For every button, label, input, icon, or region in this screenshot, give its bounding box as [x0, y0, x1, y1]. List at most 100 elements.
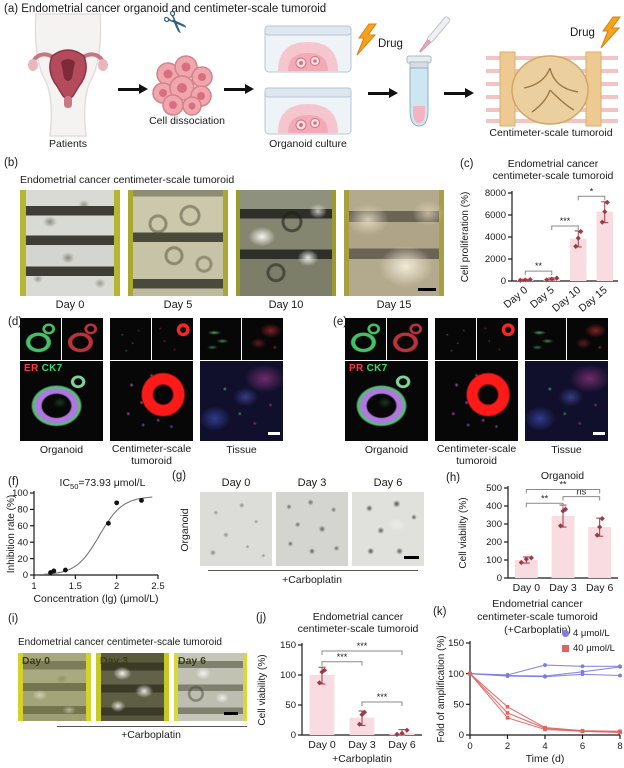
svg-text:0: 0 [459, 730, 464, 741]
panel-i-title: Endometrial cancer centimeter-scale tumo… [18, 637, 222, 648]
svg-text:100: 100 [280, 670, 296, 681]
panel-c-title: Endometrial cancer centimeter-scale tumo… [492, 158, 614, 182]
patients-uterus-icon [28, 13, 108, 137]
svg-text:2: 2 [505, 741, 510, 752]
day-overlay: Day 3 [100, 655, 129, 667]
tumoroid-image-day5 [128, 190, 228, 296]
arrow-icon [444, 88, 474, 98]
chart-tumoroid-viability: 0 50 100 150 Cell viability (%) +Carboplatin D… [257, 640, 422, 765]
panel-j-title: Endometrial cancer centimeter-scale tumo… [297, 611, 419, 635]
svg-text:Day 3: Day 3 [549, 582, 577, 594]
panel-c-label: (c) [460, 158, 474, 170]
day-label: Day 5 [163, 299, 193, 311]
panel-k-title: Endometrial cancer centimeter-scale tumo… [477, 598, 598, 636]
er-label: ER [24, 363, 39, 374]
panel-i-label: (i) [8, 613, 19, 625]
arrow-icon [368, 88, 398, 98]
tumoroid-image-day15 [344, 190, 444, 296]
caption-tissue: Tissue [226, 444, 257, 456]
svg-text:8000: 8000 [485, 188, 506, 199]
svg-text:0: 0 [497, 573, 502, 584]
svg-text:***: *** [377, 692, 388, 702]
svg-text:Day 15: Day 15 [576, 284, 609, 315]
svg-text:100: 100 [448, 669, 464, 680]
svg-text:0: 0 [467, 741, 472, 752]
day-overlay: Day 6 [178, 655, 207, 667]
svg-text:150: 150 [280, 640, 296, 651]
culture-dish-icon [264, 25, 352, 73]
organoid-image-day3 [276, 492, 348, 566]
panel-a-title: Endometrial cancer organoid and centimet… [21, 3, 327, 15]
panel-e-label: (e) [333, 316, 348, 328]
svg-text:0: 0 [23, 570, 28, 581]
svg-text:6: 6 [580, 741, 585, 752]
svg-text:Day 6: Day 6 [586, 582, 614, 594]
svg-text:**: ** [541, 493, 549, 503]
tumoroid-carboplatin-image-day3: Day 3 [96, 653, 169, 721]
scaffold-tumoroid-icon [486, 51, 618, 127]
chart-cell-proliferation: 0 2000 4000 6000 8000 Cell proliferation (%) D… [460, 186, 618, 315]
svg-text:ns: ns [577, 487, 587, 497]
svg-text:***: *** [560, 216, 571, 226]
scale-bar [593, 432, 605, 435]
svg-text:Day 3: Day 3 [348, 739, 376, 751]
drug-bolt-icon [600, 16, 621, 49]
marker-labels: PR CK7 [349, 363, 388, 374]
tube-icon [406, 55, 432, 127]
svg-text:40: 40 [17, 537, 28, 548]
scale-bar [224, 712, 238, 715]
tumoroid-carboplatin-image-day0: Day 0 [18, 653, 91, 721]
svg-text:150: 150 [448, 638, 464, 649]
fluorescence-organoid-ck7 [20, 318, 61, 360]
pr-label: PR [349, 363, 364, 374]
panel-b-title: Endometrial cancer centimeter-scale tumo… [20, 174, 235, 186]
organoid-image-day6 [352, 492, 424, 566]
treatment-line [208, 570, 418, 572]
svg-text:60: 60 [17, 521, 28, 532]
pipette-icon [411, 14, 453, 61]
organoid-image-day0 [200, 492, 272, 566]
svg-text:Time (d): Time (d) [526, 753, 565, 765]
fluorescence-organoid-ck7 [345, 318, 386, 360]
caption-tissue: Tissue [551, 444, 582, 456]
fluorescence-organoid-er [62, 318, 103, 360]
treatment-label: +Carboplatin [121, 729, 181, 741]
panel-b-label: (b) [4, 157, 19, 169]
svg-text:Day 0: Day 0 [308, 739, 336, 751]
scale-bar [268, 432, 280, 435]
svg-text:Cell viability (%): Cell viability (%) [458, 497, 469, 568]
fluorescence-tissue-pr [567, 318, 608, 360]
caption-tumoroid: Centimeter-scale tumoroid [111, 443, 192, 467]
svg-text:Inhibition rate (%): Inhibition rate (%) [6, 495, 17, 573]
svg-text:2.5: 2.5 [151, 581, 164, 592]
panel-a-label: (a) [4, 3, 19, 15]
svg-text:1: 1 [31, 581, 36, 592]
ck7-label: CK7 [41, 363, 63, 374]
arrow-icon [118, 84, 148, 94]
svg-text:0: 0 [501, 276, 506, 287]
svg-text:200: 200 [486, 537, 502, 548]
red-square-marker [562, 645, 569, 652]
svg-text:8: 8 [617, 741, 622, 752]
svg-text:Cell proliferation (%): Cell proliferation (%) [460, 192, 471, 283]
panel-k-label: (k) [433, 606, 447, 618]
fluorescence-tissue-merged [200, 361, 283, 441]
fluorescence-tumoroid-ck7 [435, 318, 476, 360]
svg-text:**: ** [559, 479, 567, 489]
svg-text:50: 50 [453, 700, 464, 711]
fluorescence-tumoroid-merged [110, 361, 193, 441]
svg-text:100: 100 [12, 488, 28, 499]
svg-text:400: 400 [486, 501, 502, 512]
svg-text:Day 0: Day 0 [513, 582, 541, 594]
svg-text:2: 2 [114, 581, 119, 592]
fluorescence-tissue-ck7 [200, 318, 241, 360]
svg-text:Day 6: Day 6 [388, 739, 416, 751]
chart-organoid-viability: 0 100 200 300 400 500 Cell viability (%) Day 0 D… [458, 479, 618, 594]
cell-cluster-icon [152, 55, 213, 116]
caption-organoid: Organoid [364, 444, 409, 456]
svg-text:***: *** [357, 641, 368, 651]
fluorescence-organoid-merged [345, 361, 428, 441]
panel-a-header: (a) Endometrial cancer organoid and cent… [4, 3, 326, 15]
panel-g-side-label: Organoid [179, 508, 191, 552]
